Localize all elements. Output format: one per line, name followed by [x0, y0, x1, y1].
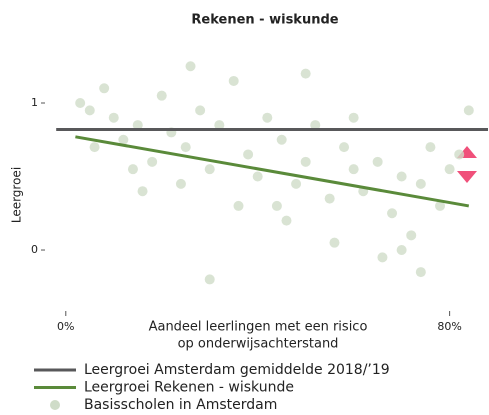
school-point [339, 142, 350, 153]
school-point [175, 178, 186, 189]
x-axis-label: Aandeel leerlingen met een risico [149, 320, 368, 335]
school-point [310, 120, 321, 131]
school-point [372, 156, 383, 167]
school-point [84, 105, 95, 116]
school-point [118, 134, 129, 145]
school-point [137, 186, 148, 197]
y-tick-label: 0 [31, 243, 38, 256]
school-point [396, 171, 407, 182]
school-point [463, 105, 474, 116]
x-tick-label: 0% [57, 320, 74, 333]
school-point [387, 208, 398, 219]
school-point [454, 149, 465, 160]
x-tick-label: 80% [437, 320, 461, 333]
school-point [271, 200, 282, 211]
school-point [425, 142, 436, 153]
school-point [435, 200, 446, 211]
school-point [204, 164, 215, 175]
school-point [214, 120, 225, 131]
school-point [228, 75, 239, 86]
legend-label: Leergroei Amsterdam gemiddelde 2018/’19 [84, 362, 390, 378]
school-point [75, 98, 86, 109]
school-point [348, 164, 359, 175]
school-point [108, 112, 119, 123]
school-point [348, 112, 359, 123]
x-axis-label: op onderwijsachterstand [178, 337, 339, 352]
school-point [89, 142, 100, 153]
school-point [300, 68, 311, 79]
y-tick-label: 1 [31, 96, 38, 109]
school-point [415, 178, 426, 189]
school-point [444, 164, 455, 175]
school-point [180, 142, 191, 153]
school-point [243, 149, 254, 160]
school-point [195, 105, 206, 116]
school-point [233, 200, 244, 211]
school-point [262, 112, 273, 123]
school-point [204, 274, 215, 285]
school-point [147, 156, 158, 167]
school-point [406, 230, 417, 241]
school-point [281, 215, 292, 226]
school-point [156, 90, 167, 101]
school-point [300, 156, 311, 167]
y-axis-label: Leergroei [10, 167, 24, 223]
school-point [329, 237, 340, 248]
line [75, 135, 470, 208]
school-point [132, 120, 143, 131]
legend-label: Basisscholen in Amsterdam [84, 397, 277, 413]
school-point [415, 267, 426, 278]
down-icon [457, 171, 477, 183]
chart-title: Rekenen - wiskunde [191, 13, 338, 28]
school-point [252, 171, 263, 182]
school-point [377, 252, 388, 263]
school-point [324, 193, 335, 204]
school-point [185, 61, 196, 72]
school-point [396, 245, 407, 256]
school-point [276, 134, 287, 145]
school-point [127, 164, 138, 175]
school-point [99, 83, 110, 94]
school-point [291, 178, 302, 189]
legend-label: Leergroei Rekenen - wiskunde [84, 380, 294, 396]
legend-swatch [50, 400, 60, 410]
